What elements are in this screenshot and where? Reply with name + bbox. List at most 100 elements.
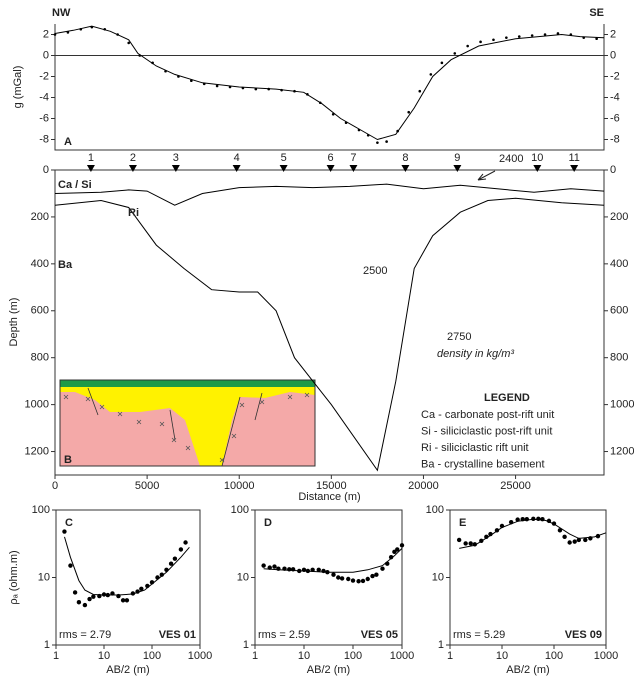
- data-point: [492, 38, 495, 42]
- y-tick-label-right: -6: [610, 112, 620, 124]
- y-tick-label-right: 2: [610, 28, 616, 40]
- y-tick-label-right: -4: [610, 91, 620, 103]
- data-point: [336, 575, 341, 580]
- station-label: 7: [350, 152, 356, 164]
- x-tick-label: 10: [496, 650, 508, 662]
- y-tick-label: 800: [31, 352, 49, 364]
- data-point: [385, 140, 388, 143]
- data-point: [562, 534, 567, 540]
- station-marker: [570, 165, 579, 172]
- y-tick-label: 100: [231, 504, 249, 516]
- y-tick-label: 100: [32, 504, 50, 516]
- x-axis-label: Distance (m): [298, 491, 360, 503]
- y-tick-label: 2: [43, 28, 49, 40]
- data-point: [172, 556, 178, 561]
- data-point: [479, 40, 482, 44]
- data-point: [370, 573, 375, 579]
- inset-sediments: [60, 387, 315, 466]
- data-point: [399, 543, 405, 548]
- data-point: [388, 554, 394, 560]
- rms-label: rms = 2.59: [258, 629, 310, 641]
- y-tick-label: 1: [44, 639, 50, 651]
- data-point: [68, 563, 73, 568]
- panel-label: E: [459, 517, 466, 529]
- data-point: [331, 572, 336, 577]
- y-tick-label: -6: [39, 112, 49, 124]
- data-point: [124, 598, 130, 603]
- data-point: [346, 576, 351, 582]
- data-point: [440, 61, 444, 65]
- y-tick-label-right: 800: [610, 352, 628, 364]
- y-tick-label: 10: [432, 571, 444, 583]
- data-point: [468, 541, 473, 546]
- data-point: [453, 52, 457, 55]
- series-line: [54, 25, 605, 141]
- data-point: [72, 590, 78, 595]
- x-tick-label: 25000: [500, 480, 531, 492]
- data-point: [91, 594, 96, 599]
- y-tick-label: -2: [39, 70, 49, 82]
- data-point: [127, 41, 130, 45]
- unit-label: Ca / Si: [58, 179, 92, 191]
- station-marker: [128, 165, 137, 172]
- station-marker: [349, 165, 358, 172]
- data-point: [76, 600, 82, 605]
- data-point: [395, 547, 400, 552]
- data-point: [339, 576, 345, 581]
- unit-label: Ri: [128, 207, 139, 219]
- density-label: 2500: [363, 265, 387, 277]
- data-point: [380, 566, 385, 571]
- y-tick-label-right: 600: [610, 305, 628, 317]
- station-marker: [533, 165, 542, 172]
- right-label: SE: [589, 7, 604, 19]
- data-point: [159, 572, 164, 577]
- density-arrow: [477, 170, 496, 181]
- y-tick-label: 400: [31, 258, 49, 270]
- data-point: [557, 528, 563, 533]
- data-point: [168, 561, 174, 566]
- inset-frame: [59, 379, 316, 467]
- y-tick-label-right: 0: [610, 164, 616, 176]
- panel-label: A: [64, 136, 72, 148]
- y-tick-label: 100: [426, 504, 444, 516]
- density-label: 2750: [447, 331, 471, 343]
- data-point: [101, 592, 107, 597]
- panel-label: C: [65, 517, 73, 529]
- x-tick-label: 10: [298, 650, 310, 662]
- data-point: [178, 547, 184, 552]
- x-tick-label: 15000: [316, 480, 347, 492]
- axis-frame: [449, 509, 607, 646]
- y-axis-label: g (mGal): [12, 66, 24, 109]
- x-tick-label: 10000: [224, 480, 255, 492]
- station-label: 8: [402, 152, 408, 164]
- data-point: [183, 540, 188, 545]
- y-tick-label: -4: [39, 91, 49, 103]
- data-point: [407, 110, 411, 114]
- data-point: [517, 35, 521, 38]
- station-label: 6: [328, 152, 334, 164]
- y-tick-label-right: 1000: [610, 399, 634, 411]
- inset-markers: [63, 392, 310, 463]
- data-point: [595, 37, 598, 40]
- data-point: [463, 541, 468, 546]
- data-point: [572, 539, 577, 544]
- data-point: [164, 567, 169, 573]
- data-point: [505, 36, 508, 39]
- station-label: 9: [454, 152, 460, 164]
- inset-faults: [87, 387, 263, 467]
- y-tick-label: 1200: [25, 445, 49, 457]
- data-point: [261, 563, 266, 568]
- data-point: [350, 578, 356, 583]
- rms-label: rms = 5.29: [453, 629, 505, 641]
- axis-frame: [254, 509, 403, 646]
- data-point: [429, 73, 433, 76]
- x-axis-label: AB/2 (m): [506, 664, 549, 676]
- data-point: [556, 32, 560, 35]
- y-axis-label: ρₐ (ohm.m): [8, 550, 20, 604]
- ves-name: VES 05: [361, 629, 398, 641]
- data-point: [360, 578, 366, 584]
- data-point: [583, 537, 588, 543]
- station-marker: [86, 165, 95, 172]
- x-axis-label: AB/2 (m): [307, 664, 350, 676]
